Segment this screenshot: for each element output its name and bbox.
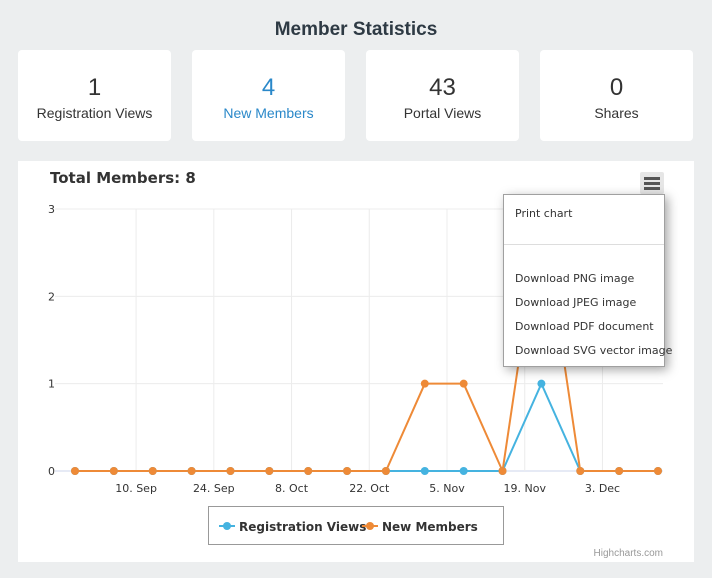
menu-item-download-svg[interactable]: Download SVG vector image [515, 344, 673, 357]
data-point [381, 467, 390, 475]
menu-divider [504, 244, 664, 245]
stat-value: 43 [429, 74, 456, 101]
data-point [420, 379, 429, 388]
data-point [265, 467, 274, 475]
data-point [615, 467, 624, 475]
data-point [187, 467, 196, 475]
data-point [420, 467, 429, 475]
menu-item-print-chart[interactable]: Print chart [515, 207, 573, 220]
x-tick-label: 22. Oct [349, 482, 390, 495]
chart-menu-button[interactable] [640, 172, 664, 194]
chart-legend: Registration Views New Members [208, 506, 504, 545]
stat-card-new-members[interactable]: 4 New Members [192, 50, 345, 141]
stat-card-registration-views: 1 Registration Views [18, 50, 171, 141]
data-point [304, 467, 313, 475]
data-point [71, 467, 79, 475]
menu-item-download-png[interactable]: Download PNG image [515, 272, 635, 285]
data-point [654, 467, 662, 475]
data-point [459, 379, 468, 388]
x-tick-label: 19. Nov [504, 482, 547, 495]
x-tick-label: 3. Dec [585, 482, 620, 495]
stat-card-portal-views: 43 Portal Views [366, 50, 519, 141]
legend-dot-icon [223, 522, 231, 530]
chart-title: Total Members: 8 [50, 169, 196, 187]
data-point [576, 467, 585, 475]
x-tick-label: 10. Sep [115, 482, 157, 495]
y-tick-label: 0 [48, 465, 55, 478]
legend-dot-icon [366, 522, 374, 530]
stat-label[interactable]: New Members [223, 105, 314, 121]
stat-value: 1 [87, 74, 102, 101]
menu-item-download-pdf[interactable]: Download PDF document [515, 320, 654, 333]
data-point [148, 467, 157, 475]
legend-label[interactable]: Registration Views [239, 520, 367, 534]
data-point [459, 467, 468, 475]
stat-value[interactable]: 4 [261, 74, 276, 101]
y-tick-label: 2 [48, 290, 55, 303]
y-tick-label: 1 [48, 378, 55, 391]
data-point [109, 467, 118, 475]
data-point [498, 467, 507, 475]
data-point [343, 467, 352, 475]
x-tick-label: 5. Nov [429, 482, 465, 495]
x-tick-label: 24. Sep [193, 482, 235, 495]
stat-label: Shares [594, 105, 639, 121]
series-line-registration-views [75, 381, 658, 472]
legend-label[interactable]: New Members [382, 520, 478, 534]
hamburger-icon [644, 177, 660, 180]
data-point [226, 467, 235, 475]
page-title: Member Statistics [274, 19, 438, 40]
data-point [537, 379, 546, 388]
stat-label: Registration Views [36, 105, 153, 121]
stat-card-shares: 0 Shares [540, 50, 693, 141]
menu-item-download-jpeg[interactable]: Download JPEG image [515, 296, 637, 309]
chart-credits-link[interactable]: Highcharts.com [593, 548, 663, 559]
stat-label: Portal Views [403, 105, 482, 121]
stat-value: 0 [609, 74, 624, 101]
x-tick-label: 8. Oct [275, 482, 309, 495]
export-menu: Print chart Download PNG image Download … [503, 194, 672, 367]
y-tick-label: 3 [48, 203, 55, 216]
